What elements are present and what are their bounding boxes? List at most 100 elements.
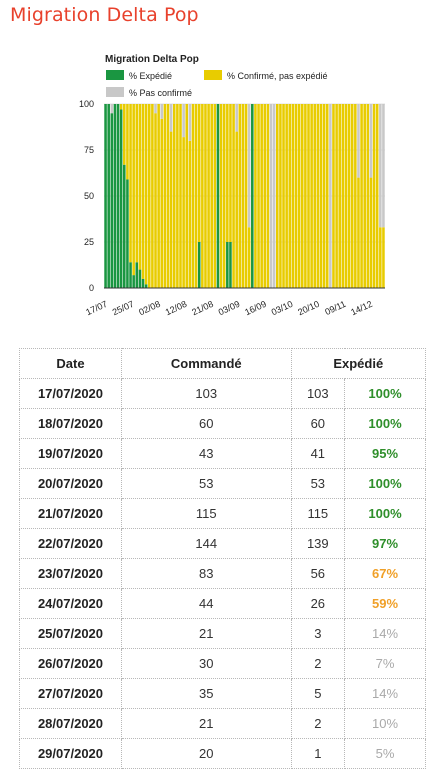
bar-segment — [300, 104, 304, 288]
bar-segment — [169, 131, 173, 288]
bar-segment — [147, 104, 151, 288]
ordered-cell: 115 — [121, 498, 292, 529]
bar-segment — [247, 227, 251, 288]
shipped-percent-cell: 95% — [344, 438, 426, 469]
shipped-cell: 139 — [290, 528, 346, 559]
page-title: Migration Delta Pop — [10, 4, 199, 26]
table-row: 29/07/2020 20 1 5% — [19, 738, 426, 769]
shipped-percent-cell: 100% — [344, 498, 426, 529]
bar-segment — [313, 104, 317, 288]
bar-segment — [176, 104, 179, 288]
date-cell: 18/07/2020 — [19, 408, 122, 439]
bar-segment — [291, 104, 295, 288]
bar-segment — [357, 104, 360, 178]
bar-segment — [154, 104, 157, 114]
table-row: 18/07/2020 60 60 100% — [19, 408, 426, 439]
chart-title: Migration Delta Pop — [105, 54, 199, 65]
legend-label: % Confirmé, pas expédié — [227, 71, 328, 81]
shipped-cell: 5 — [290, 678, 346, 709]
x-tick-label: 21/08 — [190, 299, 215, 318]
bar-segment — [160, 104, 164, 119]
bar-segment — [107, 104, 110, 288]
bar-segment — [166, 104, 170, 288]
shipped-percent-cell: 97% — [344, 528, 426, 559]
bar-segment — [344, 104, 348, 288]
header-ordered: Commandé — [121, 348, 292, 379]
bar-segment — [179, 104, 182, 288]
ordered-cell: 83 — [121, 558, 292, 589]
shipped-cell: 41 — [290, 438, 346, 469]
shipped-cell: 103 — [290, 378, 346, 409]
shipped-cell: 3 — [290, 618, 346, 649]
bar-segment — [363, 104, 366, 288]
y-tick-label: 0 — [89, 283, 94, 293]
bar-segment — [372, 104, 376, 288]
bar-segment — [263, 104, 267, 288]
bar-segment — [332, 104, 335, 288]
table-header-row: Date Commandé Expédié — [19, 348, 427, 379]
y-tick-label: 50 — [84, 191, 94, 201]
bar-segment — [126, 179, 129, 288]
header-shipped: Expédié — [290, 348, 427, 379]
y-tick-label: 75 — [84, 145, 94, 155]
shipped-percent-cell: 5% — [344, 738, 426, 769]
bar-segment — [357, 177, 360, 288]
bar-segment — [188, 104, 192, 141]
bar-segment — [207, 104, 210, 288]
bar-segment — [182, 104, 185, 138]
bar-segment — [135, 262, 139, 288]
bar-segment — [197, 242, 201, 288]
x-tick-label: 16/09 — [243, 299, 268, 318]
bar-segment — [325, 104, 329, 288]
legend-swatch — [204, 70, 222, 80]
bar-segment — [307, 104, 310, 288]
ordered-cell: 43 — [121, 438, 292, 469]
bar-segment — [160, 118, 164, 288]
date-cell: 27/07/2020 — [19, 678, 122, 709]
bar-segment — [132, 275, 135, 288]
bar-segment — [251, 104, 254, 288]
bar-segment — [360, 104, 363, 288]
header-date: Date — [19, 348, 122, 379]
bar-segment — [375, 104, 379, 288]
x-tick-label: 03/09 — [217, 299, 242, 318]
table-row: 26/07/2020 30 2 7% — [19, 648, 426, 679]
bar-segment — [163, 104, 167, 288]
bar-segment — [319, 104, 323, 288]
bar-segment — [132, 104, 135, 276]
legend-label: % Pas confirmé — [129, 88, 192, 98]
legend-swatch — [106, 70, 124, 80]
bar-segment — [269, 104, 273, 288]
bar-segment — [379, 104, 382, 228]
date-cell: 19/07/2020 — [19, 438, 122, 469]
bar-segment — [238, 104, 242, 288]
shipped-cell: 53 — [290, 468, 346, 499]
ordered-cell: 21 — [121, 708, 292, 739]
date-cell: 28/07/2020 — [19, 708, 122, 739]
table-row: 27/07/2020 35 5 14% — [19, 678, 426, 709]
shipped-percent-cell: 7% — [344, 648, 426, 679]
shipments-table: Date Commandé Expédié 17/07/2020 103 103 10… — [19, 348, 427, 769]
shipped-percent-cell: 59% — [344, 588, 426, 619]
bar-segment — [135, 104, 139, 263]
bar-segment — [144, 104, 148, 285]
bar-segment — [229, 104, 232, 242]
date-cell: 24/07/2020 — [19, 588, 122, 619]
table-row: 21/07/2020 115 115 100% — [19, 498, 426, 529]
bar-segment — [191, 104, 195, 288]
table-row: 24/07/2020 44 26 59% — [19, 588, 426, 619]
y-tick-label: 100 — [79, 99, 94, 109]
bar-segment — [172, 104, 176, 288]
bar-segment — [382, 104, 385, 228]
bar-segment — [213, 104, 217, 288]
shipped-percent-cell: 100% — [344, 468, 426, 499]
bar-segment — [310, 104, 313, 288]
bar-segment — [235, 104, 238, 132]
bar-segment — [110, 113, 114, 288]
bar-segment — [216, 104, 220, 288]
bar-segment — [382, 227, 385, 288]
bar-segment — [254, 104, 257, 288]
table-row: 17/07/2020 103 103 100% — [19, 378, 426, 409]
bar-segment — [182, 137, 185, 288]
shipped-cell: 60 — [290, 408, 346, 439]
